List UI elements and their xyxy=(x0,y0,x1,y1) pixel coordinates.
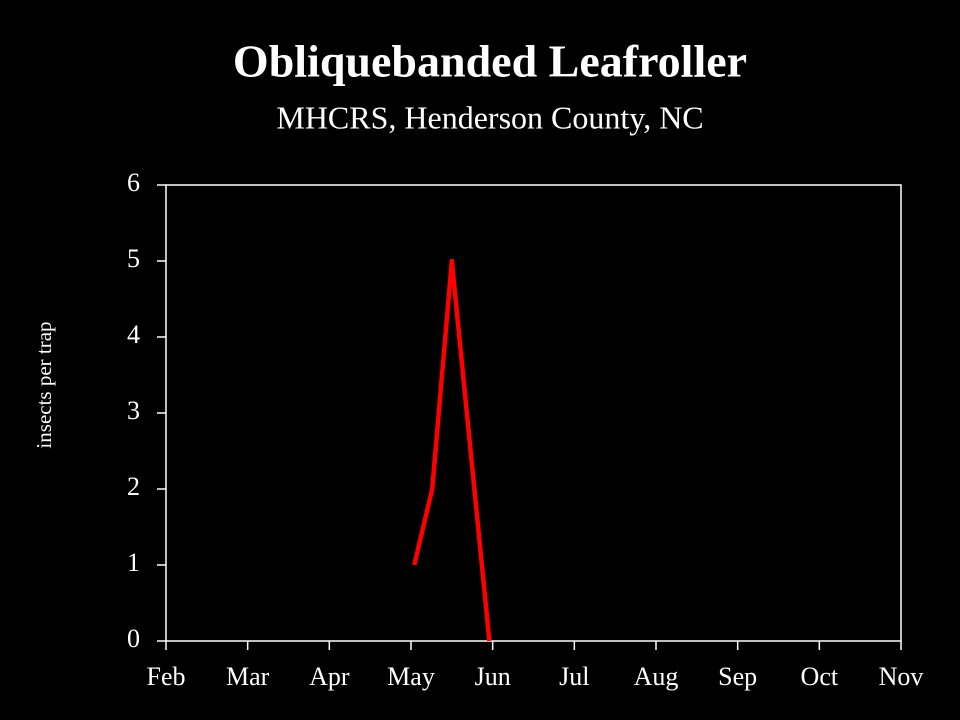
chart-title: Obliquebanded Leafroller xyxy=(233,36,747,87)
x-tick-label: May xyxy=(387,662,435,691)
x-tick-label: Jul xyxy=(559,662,589,691)
x-tick-label: Sep xyxy=(718,662,757,691)
y-tick-label: 6 xyxy=(127,168,140,197)
y-axis-label: insects per trap xyxy=(32,321,56,448)
y-tick-label: 2 xyxy=(127,472,140,501)
x-tick-label: Aug xyxy=(634,662,679,691)
x-tick-label: Apr xyxy=(309,662,350,691)
y-tick-label: 1 xyxy=(127,548,140,577)
y-tick-label: 4 xyxy=(127,320,140,349)
x-tick-label: Nov xyxy=(879,662,924,691)
y-tick-label: 3 xyxy=(127,396,140,425)
x-tick-label: Feb xyxy=(147,662,186,691)
chart-subtitle: MHCRS, Henderson County, NC xyxy=(276,99,703,135)
x-tick-label: Jun xyxy=(475,662,511,691)
y-tick-label: 0 xyxy=(127,624,140,653)
data-line xyxy=(412,258,492,642)
x-tick-label: Oct xyxy=(801,662,839,691)
x-tick-label: Mar xyxy=(226,662,270,691)
y-tick-label: 5 xyxy=(127,244,140,273)
